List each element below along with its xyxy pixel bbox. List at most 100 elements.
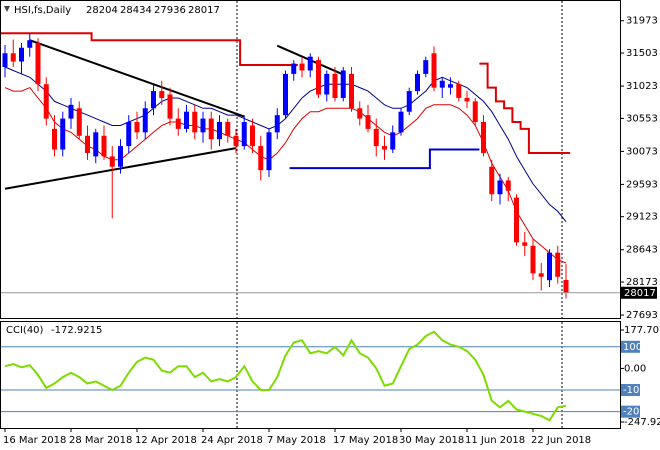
candle-body — [43, 84, 49, 119]
candle-body — [456, 84, 462, 98]
plot-layer: 31973 31503 31023 30553 30073 29593 29123 28643… — [0, 16, 660, 446]
candle-body — [134, 122, 140, 133]
candle-body — [258, 146, 264, 171]
x-tick-label: 30 May 2018 — [399, 435, 464, 446]
candle-body — [85, 135, 90, 153]
candle-body — [101, 135, 107, 157]
candle-body — [184, 111, 189, 129]
chart-title: HSI,fs,Daily — [14, 5, 71, 16]
menu-icon — [4, 6, 10, 12]
candle-body — [217, 122, 222, 140]
candle-body — [225, 122, 231, 136]
x-tick-label: 16 Mar 2018 — [3, 435, 66, 446]
x-tick-label: 22 Jun 2018 — [531, 435, 591, 446]
candle-body — [266, 132, 272, 171]
candle-body — [365, 115, 371, 129]
candle-body — [241, 122, 247, 147]
candle-body — [274, 115, 280, 133]
candle-body — [76, 108, 82, 136]
candle-body — [299, 63, 305, 71]
candle-body — [2, 53, 8, 68]
level-box — [621, 405, 640, 418]
close-value: 28017 — [188, 5, 220, 16]
candle-body — [35, 42, 41, 85]
candle-body — [118, 146, 123, 167]
candle-body — [93, 132, 99, 157]
x-tick-label: 17 May 2018 — [333, 435, 398, 446]
candle-body — [547, 252, 552, 281]
candle-body — [250, 125, 255, 147]
candle-body — [464, 97, 470, 102]
candle-body — [27, 40, 33, 48]
candle-body — [406, 91, 412, 112]
candle-body — [439, 80, 445, 88]
candle-body — [505, 180, 511, 191]
candle-body — [19, 47, 24, 62]
candle-body — [530, 245, 536, 274]
level-line — [0, 32, 571, 154]
candle-body — [514, 197, 519, 243]
low-value: 27936 — [154, 5, 186, 16]
moving-average — [4, 66, 567, 223]
candle-body — [175, 118, 181, 129]
candle-body — [283, 73, 288, 116]
candle-body — [126, 122, 132, 147]
y-tick-label: 27693 — [626, 310, 658, 321]
candle-body — [340, 70, 346, 98]
high-value: 28434 — [120, 5, 152, 16]
y-tick-label: 28173 — [626, 277, 658, 288]
x-tick-label: 28 Mar 2018 — [69, 435, 132, 446]
candle-body — [481, 122, 486, 153]
y-tick-label: 31023 — [626, 81, 658, 92]
candle-body — [357, 108, 363, 119]
candle-body — [522, 242, 528, 246]
candle-body — [415, 73, 420, 92]
candle-body — [109, 156, 115, 167]
level-box — [621, 384, 640, 397]
y-tick-label: 31973 — [626, 16, 658, 27]
candle-body — [316, 60, 321, 95]
cci-title: CCI(40) — [6, 325, 44, 336]
y-tick-label: -247.929 — [624, 417, 660, 428]
y-tick-label: 29593 — [626, 179, 658, 190]
x-tick-label: 11 Jun 2018 — [465, 435, 525, 446]
candle-body — [10, 53, 16, 62]
candle-body — [68, 104, 74, 119]
candle-body — [307, 56, 313, 71]
candle-body — [390, 132, 396, 150]
y-tick-label: 30073 — [626, 146, 658, 157]
candle-body — [200, 118, 206, 133]
candle-body — [324, 73, 330, 95]
candle-body — [332, 73, 338, 98]
candle-body — [382, 146, 387, 150]
x-tick-label: 7 May 2018 — [267, 435, 326, 446]
last-price-label: 28017 — [624, 288, 656, 299]
candle-body — [472, 101, 478, 123]
candle-body — [489, 166, 495, 195]
level-label: -200 — [623, 407, 646, 418]
candle-body — [349, 73, 354, 109]
candle-body — [52, 128, 57, 150]
candle-body — [555, 252, 561, 277]
candle-body — [151, 91, 156, 109]
y-tick-label: 28643 — [626, 245, 658, 256]
price-panel — [0, 0, 621, 319]
level-label: -100 — [623, 385, 646, 396]
candle-body — [448, 84, 453, 88]
candle-body — [563, 279, 569, 293]
y-tick-label: 29123 — [626, 212, 658, 223]
candle-body — [291, 63, 297, 74]
moving-average — [4, 86, 567, 264]
level-label: 100 — [623, 342, 642, 353]
candle-body — [233, 135, 239, 147]
candle-body — [423, 60, 429, 74]
cci-value: -172.9215 — [51, 325, 102, 336]
candle-body — [431, 53, 437, 88]
y-tick-label: 30553 — [626, 113, 658, 124]
candle-body — [398, 111, 404, 133]
candle-body — [373, 128, 379, 147]
y-tick-label: 0.00 — [624, 363, 646, 374]
open-value: 28204 — [86, 5, 118, 16]
candle-body — [538, 273, 544, 277]
candle-body — [192, 111, 198, 133]
